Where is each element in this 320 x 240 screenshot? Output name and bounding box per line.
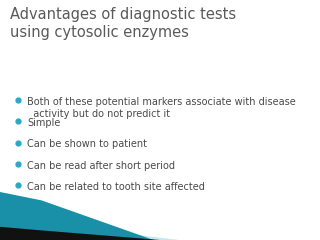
Text: Simple: Simple — [27, 118, 60, 128]
Text: Can be related to tooth site affected: Can be related to tooth site affected — [27, 182, 205, 192]
Polygon shape — [0, 192, 154, 240]
Text: Advantages of diagnostic tests
using cytosolic enzymes: Advantages of diagnostic tests using cyt… — [10, 7, 236, 40]
Text: Can be read after short period: Can be read after short period — [27, 161, 175, 171]
Text: Both of these potential markers associate with disease
  activity but do not pre: Both of these potential markers associat… — [27, 97, 296, 119]
Polygon shape — [0, 218, 179, 240]
Text: Can be shown to patient: Can be shown to patient — [27, 139, 147, 150]
Polygon shape — [0, 227, 160, 240]
